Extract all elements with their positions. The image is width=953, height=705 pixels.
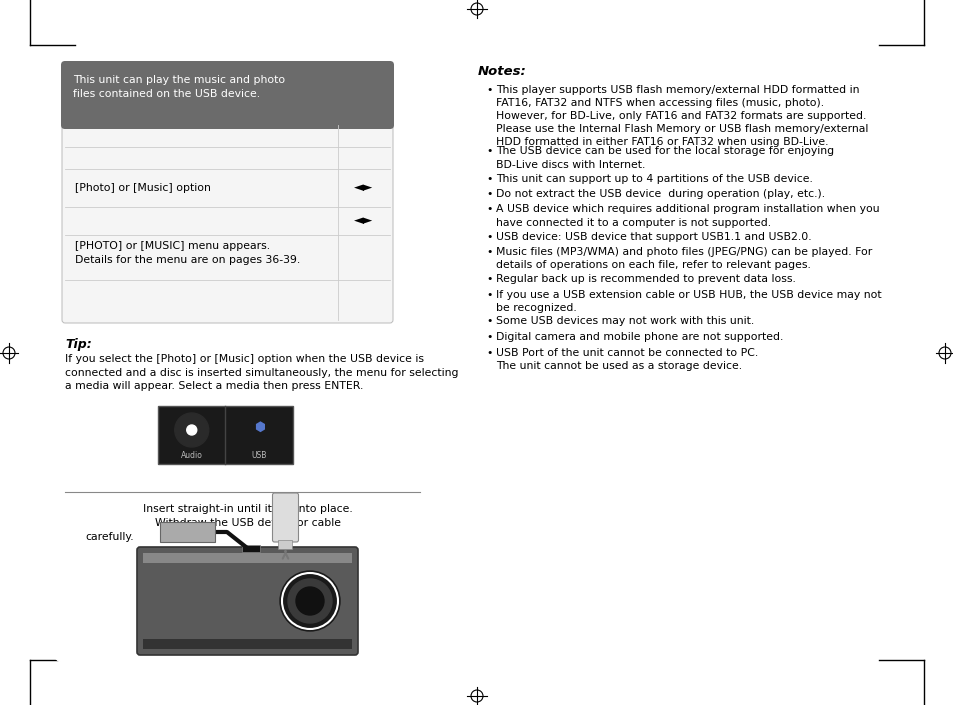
FancyBboxPatch shape (61, 61, 394, 129)
Bar (278, 540, 293, 549)
Text: •: • (485, 348, 492, 357)
Text: •: • (485, 173, 492, 183)
Text: [PHOTO] or [MUSIC] menu appears.
Details for the menu are on pages 36-39.: [PHOTO] or [MUSIC] menu appears. Details… (75, 241, 300, 265)
Text: USB Port of the unit cannot be connected to PC.
The unit cannot be used as a sto: USB Port of the unit cannot be connected… (496, 348, 758, 371)
Circle shape (295, 587, 324, 615)
Circle shape (187, 425, 196, 435)
FancyBboxPatch shape (137, 547, 357, 655)
Bar (158, 406, 293, 464)
Bar (143, 553, 352, 563)
Text: ◄►: ◄► (354, 214, 374, 228)
Text: USB: USB (252, 451, 267, 460)
Text: Digital camera and mobile phone are not supported.: Digital camera and mobile phone are not … (496, 332, 782, 342)
Text: Audio: Audio (181, 451, 202, 460)
Text: carefully.: carefully. (85, 532, 133, 542)
Text: Music files (MP3/WMA) and photo files (JPEG/PNG) can be played. For
details of o: Music files (MP3/WMA) and photo files (J… (496, 247, 871, 270)
Text: •: • (485, 274, 492, 284)
Text: This unit can play the music and photo
files contained on the USB device.: This unit can play the music and photo f… (73, 75, 285, 99)
Text: Insert straight-in until it fits into place.: Insert straight-in until it fits into pl… (143, 504, 353, 514)
Text: ⬢: ⬢ (253, 420, 264, 434)
Text: A USB device which requires additional program installation when you
have connec: A USB device which requires additional p… (496, 204, 879, 228)
Circle shape (288, 579, 332, 623)
Text: This player supports USB flash memory/external HDD formatted in
FAT16, FAT32 and: This player supports USB flash memory/ex… (496, 85, 867, 147)
Text: •: • (485, 332, 492, 342)
Text: •: • (485, 147, 492, 157)
Text: ◄►: ◄► (354, 181, 374, 195)
Text: •: • (485, 85, 492, 95)
Bar (242, 545, 260, 552)
Circle shape (174, 413, 209, 447)
Text: Notes:: Notes: (477, 65, 526, 78)
Text: [Photo] or [Music] option: [Photo] or [Music] option (75, 183, 211, 193)
Text: This unit can support up to 4 partitions of the USB device.: This unit can support up to 4 partitions… (496, 173, 812, 183)
Circle shape (52, 632, 84, 664)
Text: Regular back up is recommended to prevent data loss.: Regular back up is recommended to preven… (496, 274, 795, 284)
Text: •: • (485, 290, 492, 300)
Text: •: • (485, 317, 492, 326)
FancyBboxPatch shape (62, 122, 393, 323)
Text: •: • (485, 204, 492, 214)
FancyBboxPatch shape (273, 493, 298, 542)
Text: •: • (485, 247, 492, 257)
Text: •: • (485, 189, 492, 199)
Text: If you use a USB extension cable or USB HUB, the USB device may not
be recognize: If you use a USB extension cable or USB … (496, 290, 881, 312)
Text: Withdraw the USB device or cable: Withdraw the USB device or cable (154, 518, 340, 528)
Text: If you select the [Photo] or [Music] option when the USB device is
connected and: If you select the [Photo] or [Music] opt… (65, 354, 458, 391)
Text: The USB device can be used for the local storage for enjoying
BD-Live discs with: The USB device can be used for the local… (496, 147, 833, 169)
Text: Do not extract the USB device  during operation (play, etc.).: Do not extract the USB device during ope… (496, 189, 824, 199)
Circle shape (280, 571, 339, 631)
Bar (160, 522, 214, 542)
Bar (143, 639, 352, 649)
Text: Tip:: Tip: (65, 338, 91, 351)
Text: Some USB devices may not work with this unit.: Some USB devices may not work with this … (496, 317, 754, 326)
Text: •: • (485, 231, 492, 242)
Text: USB device: USB device that support USB1.1 and USB2.0.: USB device: USB device that support USB1… (496, 231, 811, 242)
